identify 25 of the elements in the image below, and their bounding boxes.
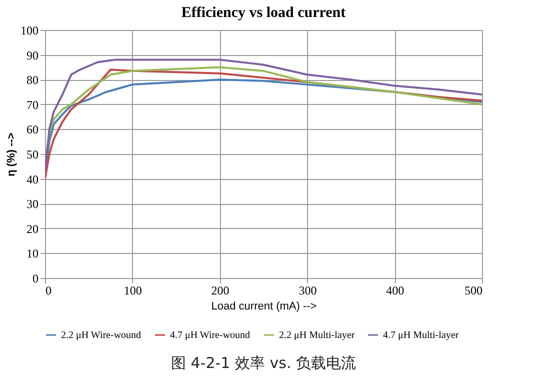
x-tick-label: 500 (464, 284, 482, 298)
y-axis-title: η (%) --> (6, 132, 18, 176)
x-tick-label: 400 (386, 284, 404, 298)
y-tick-label: 40 (26, 172, 38, 186)
x-tick-label: 100 (124, 284, 142, 298)
y-tick-label: 90 (26, 48, 38, 62)
y-tick-label: 100 (20, 24, 38, 38)
y-tick-label: 80 (26, 73, 38, 88)
y-tick-label: 0 (32, 272, 38, 286)
x-tick-label: 0 (46, 284, 52, 298)
y-tick-label: 10 (26, 246, 38, 261)
y-tick-label: 70 (26, 98, 38, 112)
y-tick-label: 20 (26, 222, 38, 236)
legend-label: 2.2 μH Multi-layer (279, 330, 356, 341)
legend-label: 4.7 μH Multi-layer (383, 330, 460, 341)
y-tick-label: 60 (26, 122, 38, 137)
x-tick-label: 200 (211, 284, 230, 298)
legend-label: 4.7 μH Wire-wound (170, 330, 250, 341)
x-tick-label: 300 (298, 284, 317, 298)
caption: 图 4-2-1 效率 vs. 负载电流 (171, 354, 356, 372)
chart-title: Efficiency vs load current (181, 5, 346, 21)
x-axis-title: Load current (mA) --> (211, 300, 317, 312)
legend-label: 2.2 μH Wire-wound (61, 330, 142, 341)
y-tick-label: 30 (26, 197, 38, 212)
y-tick-label: 50 (26, 148, 38, 162)
